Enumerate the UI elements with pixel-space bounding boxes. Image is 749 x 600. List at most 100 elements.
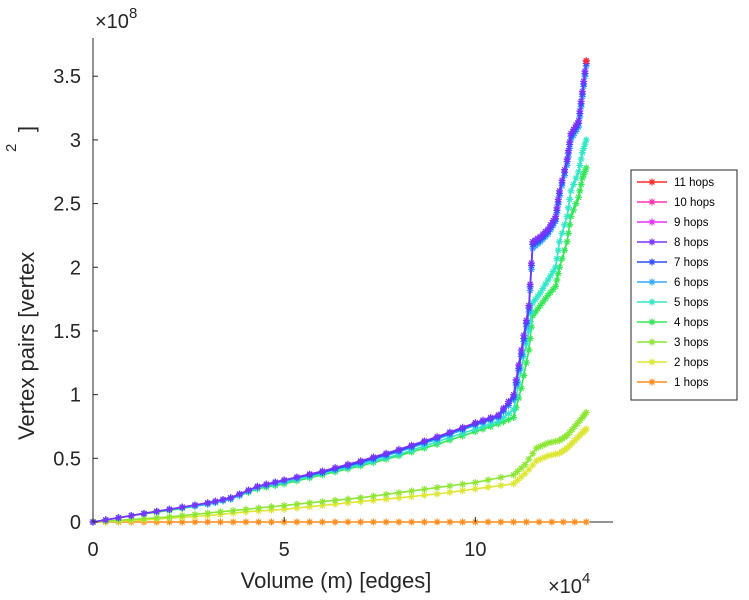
data-point — [559, 518, 567, 526]
data-point — [648, 378, 656, 386]
data-point — [525, 301, 533, 309]
legend-item: 5 hops — [637, 297, 709, 309]
data-point — [420, 491, 428, 499]
y-axis-title-superscript: 2 — [3, 144, 20, 152]
series-group — [89, 57, 590, 526]
data-point — [648, 298, 656, 306]
data-point — [267, 503, 275, 511]
ticks-group: 0 0.5 1 1.5 2 2.5 3 3.5 0 5 10 — [53, 66, 486, 561]
data-point — [369, 453, 377, 461]
data-point — [293, 473, 301, 481]
data-point — [395, 489, 403, 497]
data-point — [555, 187, 563, 195]
data-point — [433, 490, 441, 498]
data-point — [648, 338, 656, 346]
data-point — [515, 361, 523, 369]
data-point — [357, 457, 365, 465]
data-point — [446, 482, 454, 490]
data-point — [408, 487, 416, 495]
data-point — [459, 423, 467, 431]
data-point — [555, 238, 563, 246]
data-point — [211, 497, 219, 505]
series-line — [92, 63, 587, 523]
data-point — [575, 117, 583, 125]
legend-label: 11 hops — [674, 177, 714, 189]
y-tick-label: 1.5 — [53, 321, 81, 343]
data-point — [459, 480, 467, 488]
data-point — [216, 518, 224, 526]
data-point — [571, 518, 579, 526]
data-point — [331, 518, 339, 526]
data-point — [563, 238, 571, 246]
data-point — [564, 204, 572, 212]
data-point — [344, 460, 352, 468]
data-point — [293, 518, 301, 526]
data-point — [204, 509, 212, 517]
data-point — [420, 518, 428, 526]
data-point — [178, 512, 186, 520]
data-point — [552, 263, 560, 271]
legend-item: 8 hops — [637, 237, 709, 249]
y-axis-multiplier: ×108 — [95, 5, 137, 33]
data-point — [561, 221, 569, 229]
data-point — [219, 495, 227, 503]
data-point — [510, 406, 518, 414]
legend-item: 9 hops — [637, 217, 709, 229]
data-point — [446, 488, 454, 496]
data-point — [267, 518, 275, 526]
data-point — [541, 280, 549, 288]
data-point — [575, 168, 583, 176]
data-point — [165, 505, 173, 513]
data-point — [395, 445, 403, 453]
data-point — [114, 514, 122, 522]
data-point — [571, 422, 579, 430]
data-point — [484, 518, 492, 526]
data-point — [577, 97, 585, 105]
legend-item: 10 hops — [637, 197, 715, 209]
data-point — [554, 246, 562, 254]
data-point — [510, 414, 518, 422]
data-point — [572, 200, 580, 208]
y-tick-label: 1 — [70, 385, 81, 407]
data-point — [191, 510, 199, 518]
data-point — [582, 408, 590, 416]
data-point — [525, 346, 533, 354]
data-point — [140, 510, 148, 518]
y-tick-label: 2 — [70, 257, 81, 279]
data-point — [648, 258, 656, 266]
data-point — [382, 449, 390, 457]
data-point — [566, 138, 574, 146]
data-point — [563, 212, 571, 220]
data-point — [127, 512, 135, 520]
data-point — [318, 498, 326, 506]
data-point — [229, 518, 237, 526]
legend-item: 6 hops — [637, 277, 709, 289]
series-line — [92, 65, 587, 523]
legend-item: 2 hops — [637, 357, 709, 369]
legend-label: 4 hops — [674, 317, 709, 329]
legend-label: 3 hops — [674, 337, 709, 349]
data-point — [561, 246, 569, 254]
y-tick-label: 3.5 — [53, 66, 81, 88]
data-point — [522, 359, 530, 367]
data-point — [529, 450, 537, 458]
data-point — [471, 485, 479, 493]
data-point — [420, 485, 428, 493]
y-axis-title-close: ] — [14, 126, 39, 132]
data-point — [553, 255, 561, 263]
data-point — [517, 346, 525, 354]
data-point — [582, 425, 590, 433]
data-point — [648, 198, 656, 206]
legend-label: 1 hops — [674, 377, 709, 389]
data-point — [102, 516, 110, 524]
series-7-hops — [89, 59, 590, 526]
legend-label: 9 hops — [674, 217, 709, 229]
data-point — [204, 499, 212, 507]
data-point — [306, 499, 314, 507]
data-point — [271, 478, 279, 486]
data-point — [569, 180, 577, 188]
data-point — [369, 518, 377, 526]
data-point — [229, 507, 237, 515]
legend-label: 7 hops — [674, 257, 709, 269]
legend-label: 5 hops — [674, 297, 709, 309]
